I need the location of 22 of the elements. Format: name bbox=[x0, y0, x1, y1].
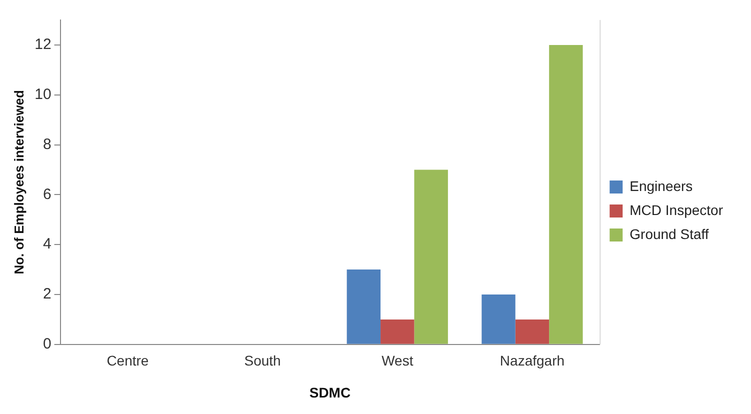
legend-label: Ground Staff bbox=[630, 226, 709, 242]
y-axis-title: No. of Employees interviewed bbox=[11, 90, 26, 274]
bar bbox=[380, 319, 414, 344]
legend-label: Engineers bbox=[630, 178, 693, 194]
y-tick-label: 6 bbox=[42, 186, 52, 203]
x-axis-title: SDMC bbox=[309, 384, 351, 400]
bar bbox=[549, 44, 583, 344]
y-tick-label: 12 bbox=[34, 36, 52, 54]
y-tick-label: 0 bbox=[42, 336, 52, 353]
y-tick-label: 4 bbox=[42, 236, 52, 253]
y-tick-label: 2 bbox=[42, 286, 52, 303]
x-tick-label: West bbox=[382, 352, 414, 369]
x-tick-label: Nazafgarh bbox=[500, 352, 565, 369]
bar bbox=[482, 294, 516, 344]
bar bbox=[346, 270, 381, 344]
y-tick-label: 8 bbox=[42, 136, 52, 153]
x-tick-label: South bbox=[244, 352, 281, 369]
legend-label: MCD Inspector bbox=[630, 202, 724, 218]
x-tick-label: Centre bbox=[106, 352, 149, 369]
bar bbox=[515, 319, 550, 344]
bar bbox=[414, 170, 448, 344]
y-tick-label: 10 bbox=[34, 86, 52, 103]
